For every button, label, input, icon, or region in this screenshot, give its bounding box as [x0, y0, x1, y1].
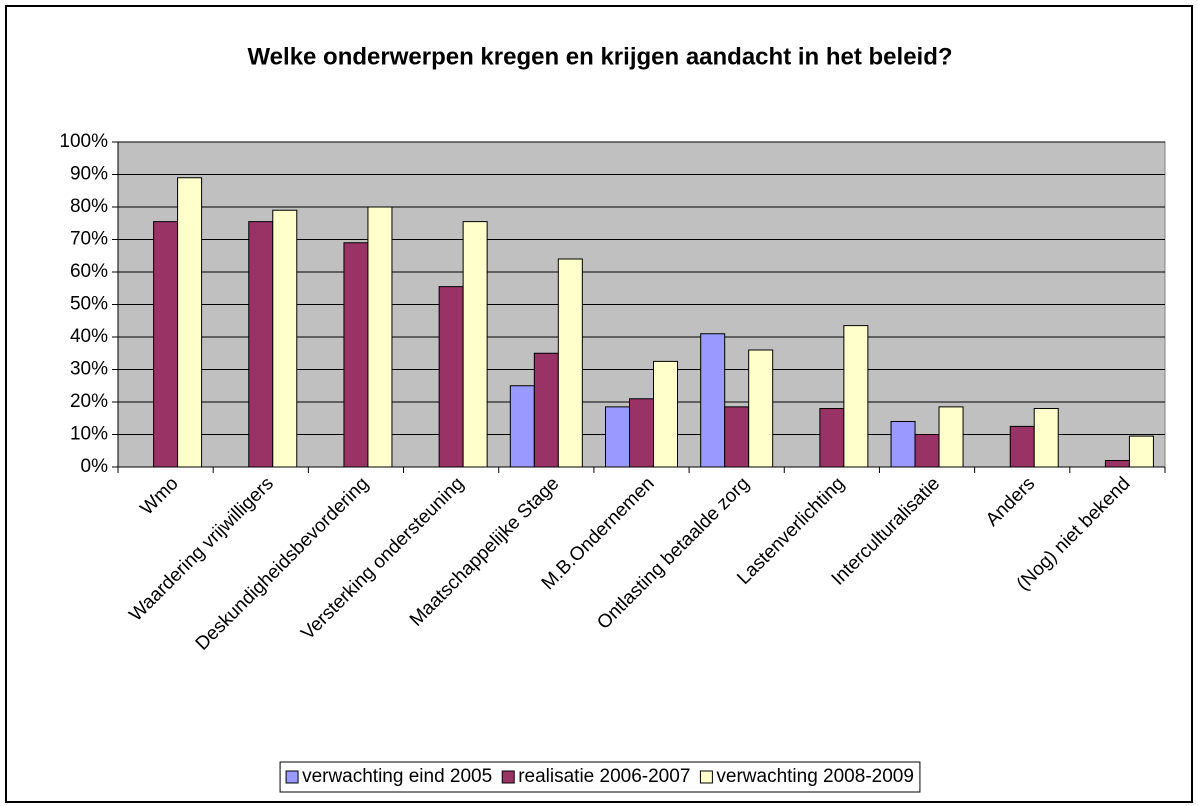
y-tick-label: 30% — [70, 359, 108, 380]
y-tick-label: 100% — [59, 131, 108, 152]
legend-swatch — [285, 770, 299, 784]
bar — [1104, 460, 1130, 468]
bar — [343, 242, 369, 468]
bar — [843, 325, 869, 468]
bar — [557, 258, 583, 468]
y-tick-label: 90% — [70, 164, 108, 185]
y-tick-label: 60% — [70, 261, 108, 282]
bar — [700, 333, 726, 468]
bar — [1128, 435, 1154, 468]
legend-label: realisatie 2006-2007 — [518, 766, 690, 787]
y-tick-label: 80% — [70, 196, 108, 217]
bar — [1033, 408, 1059, 468]
bar — [653, 360, 678, 468]
bar — [890, 421, 916, 468]
bar — [748, 349, 774, 468]
y-tick-label: 40% — [70, 326, 108, 347]
y-tick-label: 50% — [70, 294, 108, 315]
bar — [438, 286, 464, 468]
bar — [462, 221, 488, 468]
bar — [938, 406, 964, 468]
bar — [914, 434, 940, 468]
legend-label: verwachting 2008-2009 — [716, 766, 914, 787]
bar — [819, 408, 845, 468]
legend-box — [279, 761, 921, 793]
y-tick-label: 70% — [70, 229, 108, 250]
bar — [1009, 425, 1035, 468]
legend-label: verwachting eind 2005 — [302, 766, 492, 787]
bar — [153, 221, 179, 468]
y-tick-label: 20% — [70, 391, 108, 412]
bar — [724, 406, 750, 468]
bar — [367, 206, 393, 468]
legend-swatch — [699, 770, 713, 784]
bar — [248, 221, 274, 468]
y-tick-label: 0% — [81, 456, 109, 477]
y-tick-label: 10% — [70, 424, 108, 445]
chart-title: Welke onderwerpen kregen en krijgen aand… — [247, 43, 952, 70]
bar — [629, 398, 654, 468]
bar — [509, 385, 535, 468]
legend-swatch — [501, 770, 515, 784]
bar — [605, 406, 630, 468]
bar — [177, 177, 203, 468]
bar — [533, 352, 559, 468]
bar — [272, 209, 298, 468]
